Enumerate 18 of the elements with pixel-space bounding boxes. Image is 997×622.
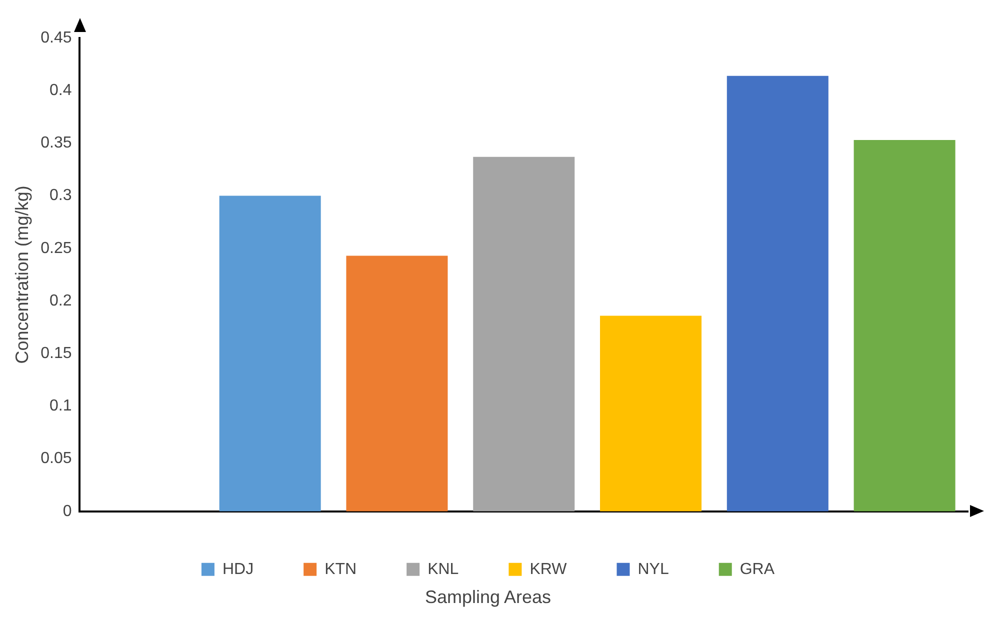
y-tick-label: 0.35 bbox=[40, 134, 72, 152]
legend-label: HDJ bbox=[222, 560, 254, 578]
y-tick-label: 0.3 bbox=[49, 187, 72, 204]
y-tick-label: 0.4 bbox=[49, 82, 72, 100]
x-axis-title: Sampling Areas bbox=[424, 587, 552, 608]
y-tick-label: 0.25 bbox=[40, 240, 72, 257]
y-tick-label: 0.1 bbox=[49, 398, 72, 415]
y-tick-label: 0.05 bbox=[40, 450, 72, 468]
legend-label: GRA bbox=[740, 560, 775, 578]
legend-label: KNL bbox=[428, 560, 459, 578]
y-tick-label: 0.2 bbox=[49, 292, 72, 310]
y-tick-label: 0.15 bbox=[40, 345, 72, 362]
legend-label: NYL bbox=[638, 560, 669, 578]
legend-label: KRW bbox=[530, 560, 568, 578]
legend-label: KTN bbox=[324, 560, 357, 578]
y-tick-label: 0.45 bbox=[40, 29, 72, 46]
y-axis-title: Concentration (mg/kg) bbox=[12, 186, 32, 364]
y-tick-label: 0 bbox=[62, 502, 72, 520]
